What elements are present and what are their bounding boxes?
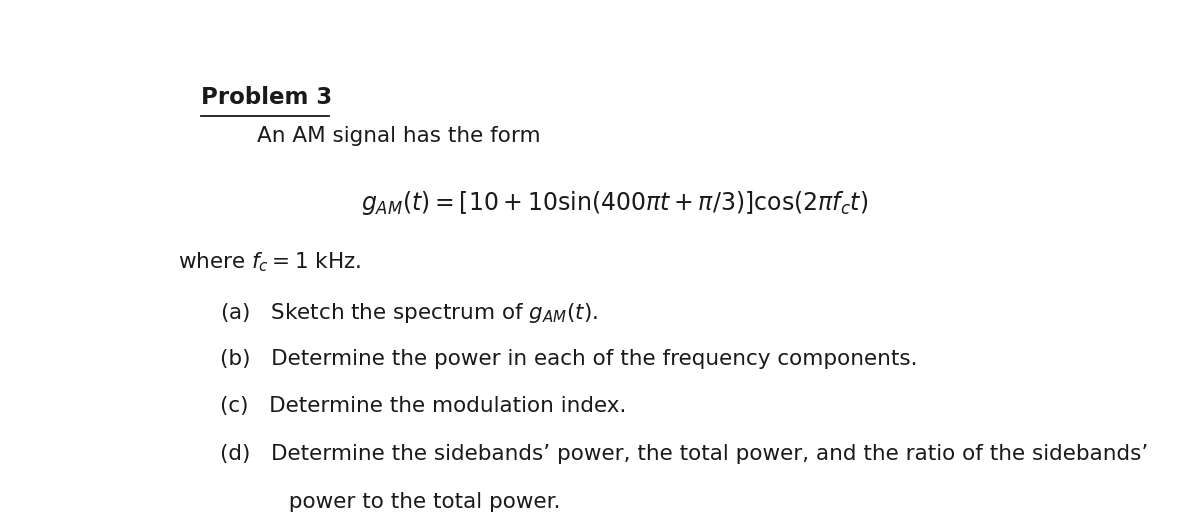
Text: An AM signal has the form: An AM signal has the form <box>257 126 540 146</box>
Text: (b)   Determine the power in each of the frequency components.: (b) Determine the power in each of the f… <box>220 348 917 368</box>
Text: $g_{AM}(t) = [10 + 10\sin(400\pi t + \pi/3)]\cos(2\pi f_c t)$: $g_{AM}(t) = [10 + 10\sin(400\pi t + \pi… <box>361 189 869 217</box>
Text: (c)   Determine the modulation index.: (c) Determine the modulation index. <box>220 396 626 416</box>
Text: (a)   Sketch the spectrum of $g_{AM}(t)$.: (a) Sketch the spectrum of $g_{AM}(t)$. <box>220 300 598 325</box>
Text: power to the total power.: power to the total power. <box>220 492 560 512</box>
Text: Problem 3: Problem 3 <box>202 85 332 109</box>
Text: (d)   Determine the sidebands’ power, the total power, and the ratio of the side: (d) Determine the sidebands’ power, the … <box>220 444 1148 464</box>
Text: where $f_c = 1$ kHz.: where $f_c = 1$ kHz. <box>178 250 361 274</box>
